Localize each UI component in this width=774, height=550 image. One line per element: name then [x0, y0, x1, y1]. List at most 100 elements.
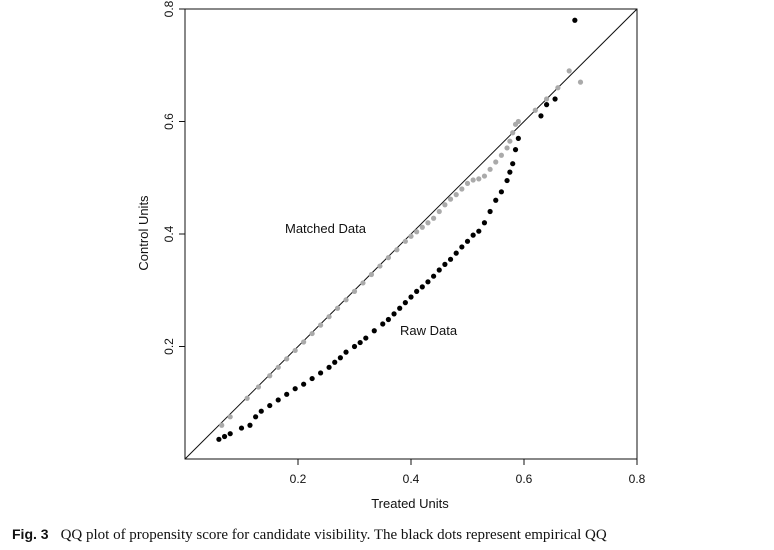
raw-data-point [493, 197, 499, 203]
raw-data-point [363, 335, 369, 341]
figure-caption: Fig. 3 QQ plot of propensity score for ca… [12, 526, 772, 544]
raw-data-point [284, 391, 290, 397]
matched-data-point [394, 247, 400, 253]
matched-data-point [360, 280, 366, 286]
raw-data-point [357, 339, 363, 346]
raw-data-point [476, 228, 482, 234]
matched-data-point [555, 85, 561, 91]
raw-data-point [512, 147, 519, 153]
raw-data-point [470, 232, 476, 238]
y-axis-label: Control Units [136, 195, 151, 271]
raw-data-point [238, 425, 245, 431]
x-tick-label: 0.6 [516, 472, 533, 486]
raw-data-point [247, 422, 253, 428]
matched-data-point [351, 288, 358, 294]
matched-data-point [493, 159, 499, 165]
raw-data-point [431, 273, 437, 279]
raw-data-point [510, 161, 516, 167]
raw-data-point [538, 113, 544, 119]
raw-data-point [544, 102, 550, 108]
raw-data-point [216, 436, 222, 442]
matched-data-point [219, 422, 225, 428]
matched-data-point [487, 166, 493, 172]
matched-data-point [498, 152, 504, 158]
matched-data-point [453, 192, 459, 198]
matched-data-point [309, 330, 315, 337]
raw-data-point [436, 267, 442, 273]
matched-data-point [284, 356, 290, 362]
matched-data-point [425, 220, 431, 226]
raw-data-point [464, 238, 471, 244]
raw-data-point [447, 256, 454, 262]
raw-data-point [487, 208, 493, 215]
x-tick-label: 0.2 [290, 472, 307, 486]
raw-data-point [481, 220, 488, 226]
annotation-matched-data: Matched Data [285, 221, 367, 236]
matched-data-point [402, 238, 408, 244]
matched-data-point [470, 177, 476, 183]
raw-data-point [385, 316, 391, 323]
y-tick-label: 0.4 [162, 225, 176, 242]
annotation-raw-data: Raw Data [400, 323, 458, 338]
raw-data-point [402, 300, 408, 306]
raw-data-point [301, 381, 307, 387]
x-tick-label: 0.4 [403, 472, 420, 486]
matched-data-point [544, 96, 550, 102]
matched-data-point [577, 79, 584, 85]
matched-data-point [334, 305, 341, 311]
raw-data-point [425, 279, 431, 285]
raw-data-point [504, 177, 510, 184]
raw-data-point [515, 135, 521, 141]
matched-data-point [301, 339, 307, 345]
matched-data-point [515, 118, 521, 125]
matched-data-point [566, 68, 572, 74]
raw-data-point [258, 408, 264, 414]
raw-data-point [419, 284, 425, 290]
matched-data-point [532, 107, 538, 113]
raw-data-point [408, 294, 414, 300]
raw-data-point [318, 370, 324, 376]
matched-data-point [326, 314, 332, 320]
raw-data-point [459, 244, 465, 250]
raw-data-point [507, 169, 513, 175]
matched-data-point [447, 196, 454, 202]
raw-data-point [267, 402, 273, 409]
y-tick-label: 0.6 [162, 113, 176, 130]
matched-data-point [227, 414, 233, 420]
matched-data-point [504, 145, 510, 151]
matched-data-point [510, 130, 516, 136]
matched-data-point [292, 347, 298, 354]
raw-data-point [351, 343, 358, 350]
matched-data-point [318, 322, 324, 328]
raw-data-point [442, 261, 448, 267]
matched-data-point [385, 255, 391, 261]
matched-data-point [476, 176, 482, 182]
raw-data-point [309, 375, 315, 382]
raw-data-point [552, 96, 558, 102]
matched-data-point [267, 373, 273, 379]
raw-data-point [397, 305, 403, 311]
matched-data-point [377, 263, 383, 269]
y-tick-label: 0.2 [162, 338, 176, 355]
x-axis-label: Treated Units [371, 496, 449, 511]
matched-data-point [442, 202, 448, 208]
raw-data-point [453, 250, 459, 256]
matched-data-point [408, 233, 414, 239]
raw-data-point [253, 414, 259, 420]
raw-data-point [227, 431, 233, 437]
matched-data-point [481, 173, 488, 179]
matched-data-point [459, 186, 465, 192]
raw-data-point [292, 386, 298, 392]
matched-data-point [436, 208, 442, 215]
matched-data-point [431, 215, 437, 221]
matched-data-point [419, 224, 425, 230]
matched-data-point [275, 364, 281, 370]
raw-data-point [332, 359, 338, 365]
x-tick-label: 0.8 [629, 472, 646, 486]
matched-data-point [414, 229, 420, 235]
raw-data-point [498, 189, 504, 195]
matched-data-point [244, 395, 250, 401]
raw-data-point [275, 397, 281, 403]
raw-data-point [221, 433, 228, 440]
raw-data-point [343, 349, 349, 355]
